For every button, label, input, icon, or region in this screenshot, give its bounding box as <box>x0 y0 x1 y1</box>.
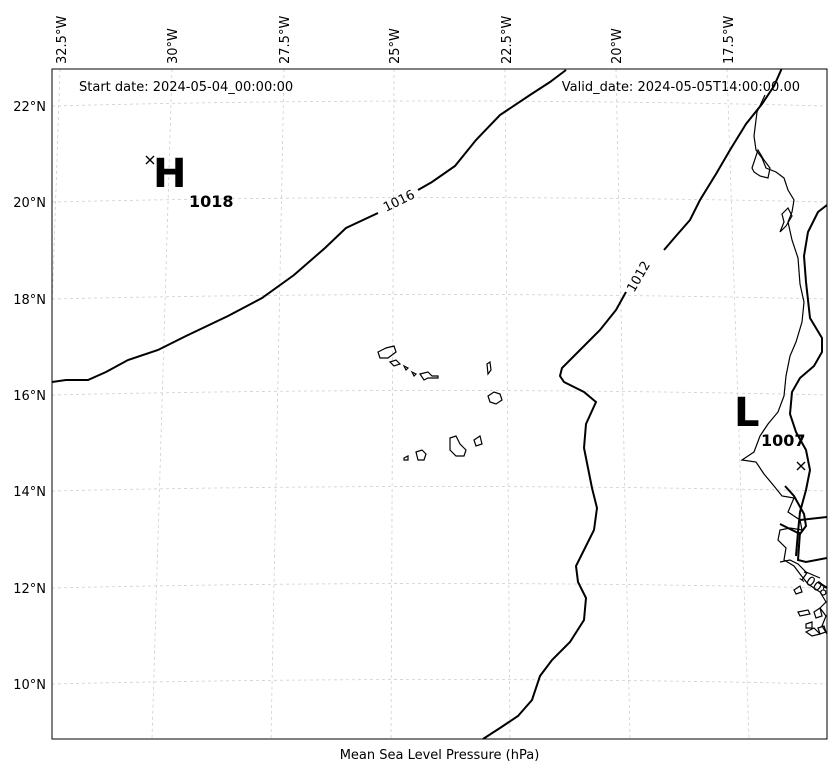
isobar-1012 <box>482 69 783 739</box>
island-santo-antao <box>377 345 397 359</box>
isobar-1016 <box>52 69 567 383</box>
coastline-inlet <box>779 206 793 233</box>
lon-label-22-5w: 22.5°W <box>500 16 515 64</box>
island-sao-nicolau-main <box>419 371 439 381</box>
lon-label-30w: 30°W <box>166 28 181 64</box>
isobar-1008 <box>788 204 827 589</box>
start-date-label: Start date: 2024-05-04_00:00:00 <box>79 80 293 95</box>
latitude-labels: 22°N 20°N 18°N 16°N 14°N 12°N 10°N <box>13 100 46 693</box>
island-maio <box>473 435 483 447</box>
map-frame <box>51 68 828 740</box>
lat-label-18n: 18°N <box>13 293 46 308</box>
valid-date-label: Valid_date: 2024-05-05T14:00:00.00 <box>562 80 800 95</box>
low-center-cross-icon <box>796 461 806 471</box>
high-center-cross-icon <box>145 155 155 165</box>
coastline-cape-blanc <box>751 148 771 179</box>
border-guinea-bissau <box>779 559 821 579</box>
lat-label-20n: 20°N <box>13 196 46 211</box>
low-letter: L <box>734 390 760 436</box>
lat-label-22n: 22°N <box>13 100 46 115</box>
high-value: 1018 <box>189 192 234 211</box>
island-boa-vista <box>487 391 503 405</box>
lat-label-14n: 14°N <box>13 485 46 500</box>
longitude-labels: 32.5°W 30°W 27.5°W 25°W 22.5°W 20°W 17.5… <box>55 16 737 64</box>
lon-label-17-5w: 17.5°W <box>722 16 737 64</box>
high-letter: H <box>153 151 186 197</box>
island-sao-nicolau <box>410 370 418 378</box>
island-sal <box>486 360 492 376</box>
border-senegal-east <box>796 516 827 564</box>
graticule <box>51 68 828 740</box>
lat-label-16n: 16°N <box>13 389 46 404</box>
island-fogo <box>415 449 427 461</box>
island-brava <box>403 455 409 461</box>
high-pressure-center: H 1018 <box>145 151 234 211</box>
island-sao-vicente <box>388 359 402 367</box>
low-value: 1007 <box>761 431 806 450</box>
cape-verde-islands <box>377 345 503 461</box>
lon-label-27-5w: 27.5°W <box>278 16 293 64</box>
lat-label-12n: 12°N <box>13 582 46 597</box>
lon-label-20w: 20°W <box>610 28 625 64</box>
island-santiago <box>449 435 467 457</box>
lat-label-10n: 10°N <box>13 678 46 693</box>
coastal-islands <box>793 585 827 637</box>
island-santa-luzia <box>402 364 410 372</box>
coastline-west-africa <box>740 94 827 635</box>
lon-label-32-5w: 32.5°W <box>55 16 70 64</box>
map-footer-title: Mean Sea Level Pressure (hPa) <box>339 748 540 763</box>
lon-label-25w: 25°W <box>388 28 403 64</box>
low-pressure-center: L 1007 <box>734 390 806 471</box>
